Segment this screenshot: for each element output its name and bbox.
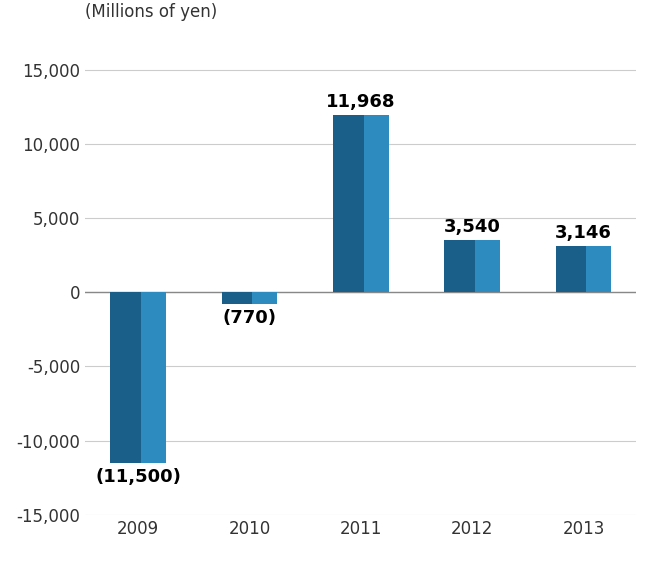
Text: (770): (770) (222, 309, 276, 327)
Text: 11,968: 11,968 (326, 93, 396, 111)
Text: 3,540: 3,540 (443, 218, 501, 236)
Bar (222, 292, 253, 304)
Bar (475, 240, 500, 292)
Text: (11,500): (11,500) (95, 468, 181, 486)
Bar (556, 245, 586, 292)
Bar (363, 115, 388, 292)
Text: (Millions of yen): (Millions of yen) (85, 3, 218, 21)
Bar (253, 292, 277, 304)
Bar (333, 115, 363, 292)
Bar (141, 292, 166, 463)
Bar (444, 240, 475, 292)
Text: 3,146: 3,146 (555, 224, 612, 242)
Bar (110, 292, 141, 463)
Bar (586, 245, 611, 292)
